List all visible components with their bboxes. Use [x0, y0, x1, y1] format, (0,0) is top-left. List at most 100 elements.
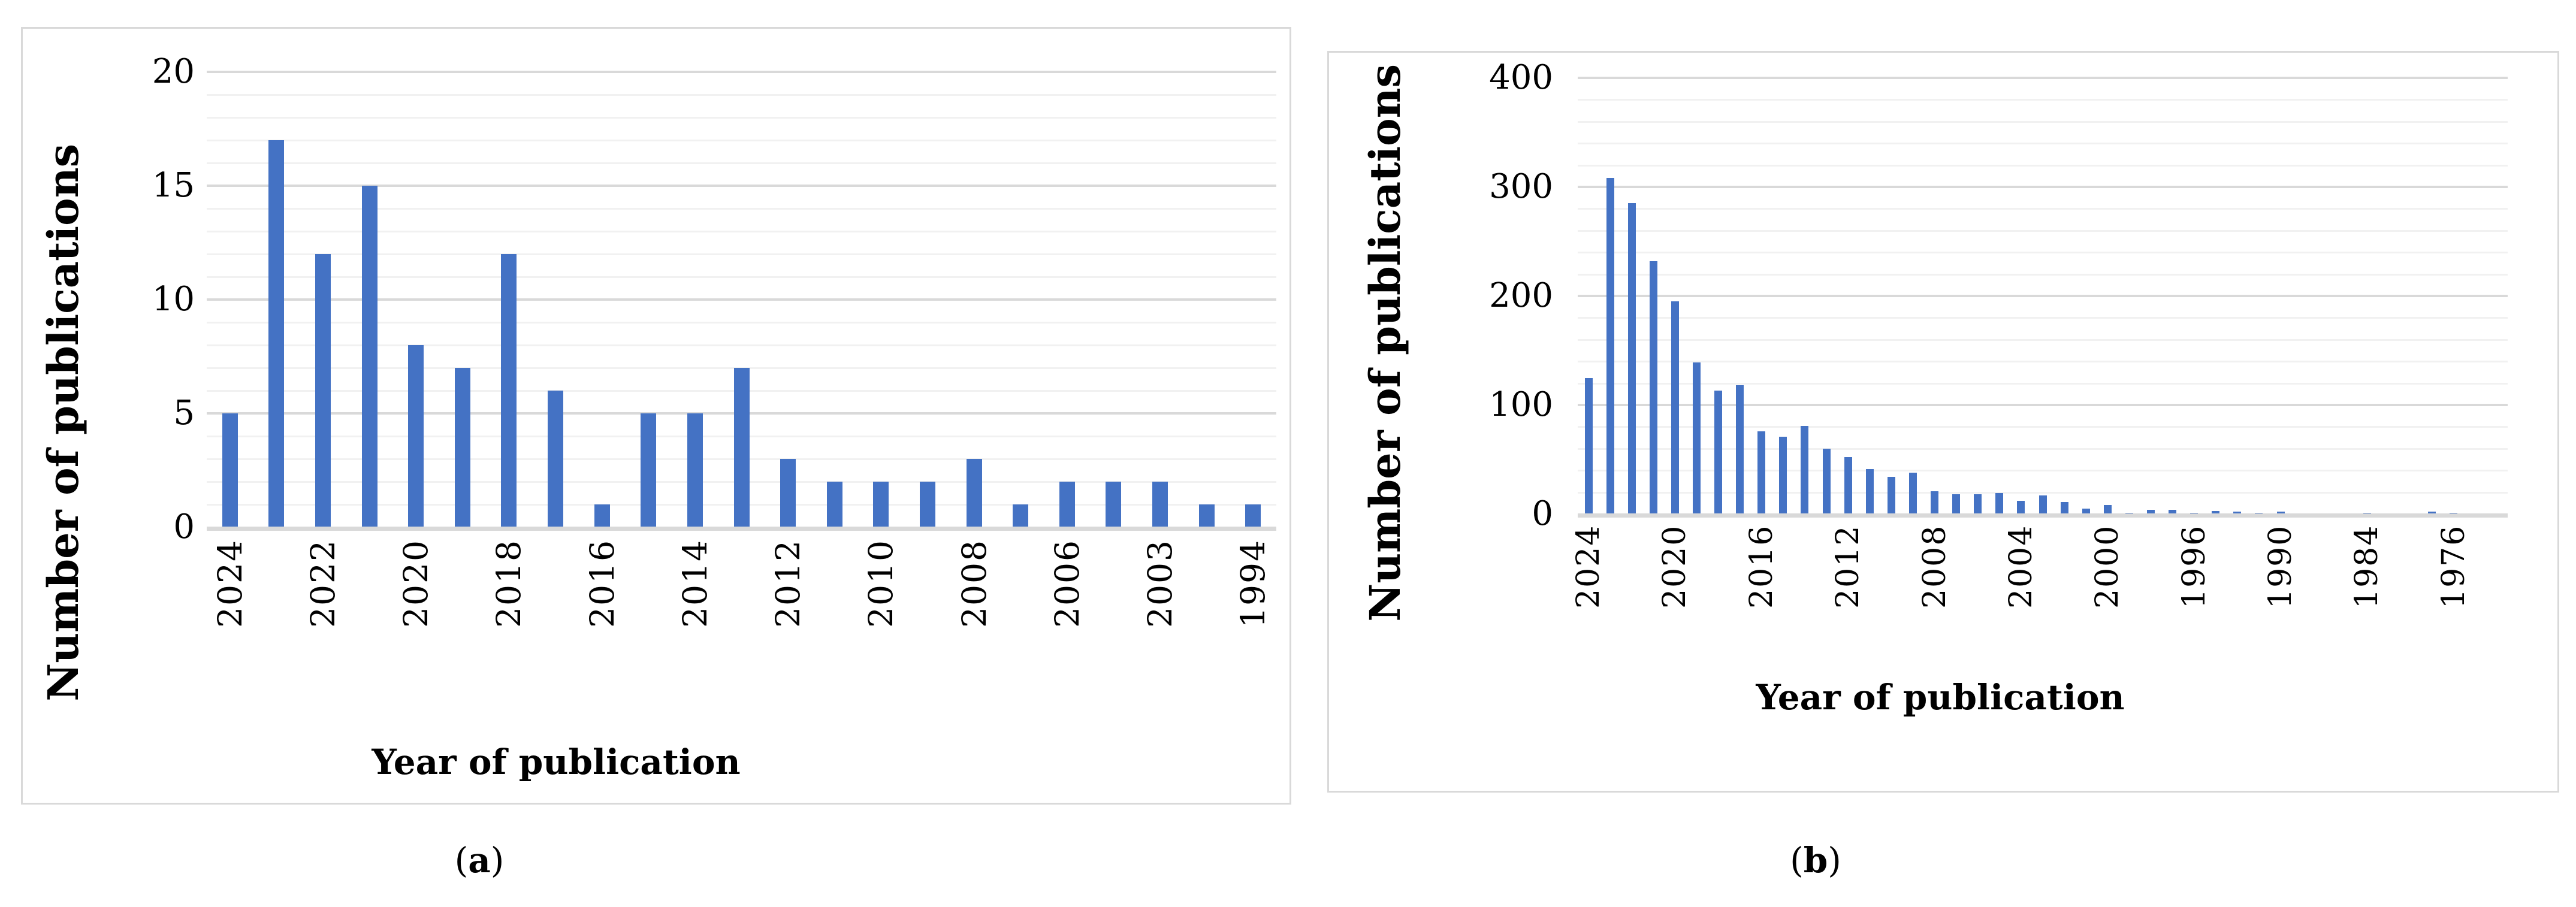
- x-tick-label: 2020: [1657, 525, 1693, 609]
- gridline-minor: [1578, 338, 2508, 341]
- bar: [594, 504, 610, 527]
- bar: [1757, 431, 1766, 514]
- bar: [501, 254, 517, 527]
- bar: [408, 345, 424, 527]
- gridline-minor: [207, 231, 1276, 232]
- bar: [2103, 505, 2112, 514]
- bar: [919, 482, 935, 527]
- bar: [1714, 391, 1723, 514]
- bar: [2428, 512, 2436, 514]
- x-tick-label: 2024: [210, 539, 249, 628]
- bar: [1198, 504, 1215, 527]
- gridline-major: [207, 71, 1276, 73]
- x-tick-label: 2018: [490, 539, 529, 628]
- x-axis-line: [1578, 513, 2508, 518]
- gridline-major: [1578, 77, 2508, 79]
- gridline-minor: [207, 344, 1276, 346]
- bar: [1844, 457, 1852, 514]
- bar: [2212, 510, 2220, 514]
- y-tick-label: 0: [173, 507, 195, 546]
- gridline-major: [207, 185, 1276, 187]
- x-tick-label: 1984: [2349, 525, 2385, 609]
- bar: [1908, 472, 1917, 514]
- caption-paren: (: [1790, 840, 1804, 881]
- gridline-minor: [1578, 252, 2508, 254]
- gridline-minor: [207, 140, 1276, 141]
- bar: [548, 391, 564, 527]
- gridline-minor: [1578, 361, 2508, 363]
- bar: [641, 413, 657, 527]
- caption-paren: ): [490, 840, 505, 881]
- y-tick-label: 0: [1532, 494, 1553, 533]
- bar: [687, 413, 703, 527]
- gridline-minor: [1578, 317, 2508, 319]
- bar: [1671, 301, 1679, 514]
- y-tick-label: 100: [1489, 385, 1553, 424]
- bar: [1736, 385, 1744, 514]
- bar: [1584, 377, 1593, 514]
- bar: [1649, 261, 1657, 514]
- x-tick-label: 2010: [862, 539, 901, 628]
- bar: [268, 140, 285, 527]
- bar: [2146, 509, 2155, 514]
- y-axis-title-text: Number of publications: [1360, 64, 1410, 622]
- x-tick-label: 2008: [1916, 525, 1953, 609]
- x-tick-label: 2016: [582, 539, 621, 628]
- gridline-minor: [1578, 273, 2508, 276]
- gridline-minor: [207, 94, 1276, 96]
- gridline-minor: [1578, 143, 2508, 145]
- caption-paren: ): [1828, 840, 1841, 881]
- x-tick-label: 2000: [2089, 525, 2126, 609]
- x-tick-label: 2020: [397, 539, 436, 628]
- bar: [1931, 491, 1939, 514]
- gridline-minor: [207, 117, 1276, 119]
- x-axis-title: Year of publication: [1756, 677, 2125, 718]
- gridline-minor: [207, 253, 1276, 255]
- gridline-minor: [207, 276, 1276, 278]
- gridline-minor: [1578, 229, 2508, 232]
- panel-caption-b: (b): [1790, 840, 1841, 881]
- x-tick-label: 1976: [2435, 525, 2472, 609]
- gridline-major: [1578, 404, 2508, 406]
- gridline-minor: [1578, 426, 2508, 428]
- bar: [1106, 482, 1122, 527]
- gridline-minor: [207, 322, 1276, 324]
- bar: [1013, 504, 1029, 527]
- y-tick-label: 15: [152, 166, 195, 205]
- gridline-minor: [1578, 120, 2508, 123]
- bar: [1152, 482, 1168, 527]
- bar: [1887, 477, 1895, 514]
- gridline-major: [1578, 295, 2508, 297]
- chart-panel-b: [1327, 51, 2559, 793]
- bar: [2169, 509, 2177, 514]
- gridline-minor: [1578, 382, 2508, 385]
- gridline-minor: [1578, 448, 2508, 450]
- x-axis-line: [207, 527, 1276, 531]
- bar: [2233, 512, 2242, 514]
- x-tick-label: 1990: [2263, 525, 2299, 609]
- caption-letter: a: [468, 840, 491, 881]
- bar: [361, 186, 378, 527]
- bar: [1801, 425, 1809, 514]
- bar: [1952, 494, 1961, 514]
- bar: [1693, 362, 1701, 514]
- y-tick-label: 200: [1489, 276, 1553, 315]
- bar: [222, 413, 238, 527]
- x-tick-label: 2004: [2003, 525, 2039, 609]
- gridline-minor: [207, 208, 1276, 210]
- bar: [1245, 504, 1261, 527]
- bar: [1865, 469, 1874, 514]
- x-tick-label: 1994: [1234, 539, 1273, 628]
- gridline-minor: [1578, 208, 2508, 210]
- x-tick-label: 2006: [1047, 539, 1086, 628]
- bar: [1995, 493, 2004, 514]
- bar: [1059, 482, 1075, 527]
- bar: [966, 459, 982, 527]
- y-tick-label: 300: [1489, 167, 1553, 206]
- bar: [2017, 501, 2025, 514]
- panel-caption-a: (a): [455, 840, 505, 881]
- bar: [315, 254, 331, 527]
- caption-letter: b: [1803, 840, 1828, 881]
